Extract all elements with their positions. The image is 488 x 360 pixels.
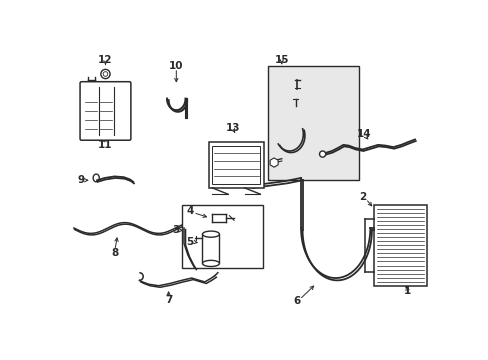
Text: 10: 10 [169, 61, 183, 71]
Text: 13: 13 [225, 123, 240, 133]
Text: 1: 1 [403, 286, 410, 296]
FancyBboxPatch shape [80, 82, 131, 140]
Text: 9: 9 [77, 175, 84, 185]
Text: 3: 3 [172, 225, 180, 235]
Text: 11: 11 [97, 140, 112, 150]
Bar [267, 66, 358, 180]
Bar [373, 205, 426, 286]
Bar [182, 205, 262, 268]
Text: 15: 15 [274, 55, 288, 65]
Text: 5: 5 [186, 237, 193, 247]
Bar [212, 145, 260, 184]
Text: 2: 2 [358, 192, 366, 202]
Text: 6: 6 [293, 296, 300, 306]
Text: 4: 4 [186, 206, 193, 216]
Text: 14: 14 [356, 129, 371, 139]
Ellipse shape [202, 260, 219, 266]
Circle shape [101, 69, 110, 78]
Circle shape [319, 151, 325, 157]
Text: 7: 7 [164, 294, 172, 305]
Text: 12: 12 [98, 55, 113, 65]
Bar [208, 142, 264, 188]
Text: 8: 8 [111, 248, 118, 258]
Ellipse shape [202, 231, 219, 237]
Bar [202, 234, 219, 264]
